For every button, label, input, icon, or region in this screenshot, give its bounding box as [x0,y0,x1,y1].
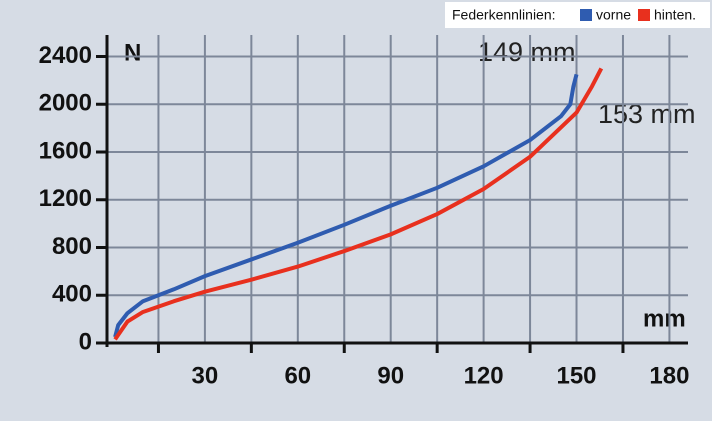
legend-box [445,2,710,28]
y-tick-label: 2400 [39,42,92,69]
legend-label: hinten. [654,7,696,23]
x-tick-label: 60 [284,362,311,389]
legend-swatch [580,9,592,21]
y-unit: N [124,39,141,66]
y-tick-label: 0 [79,328,92,355]
annotation: 149 mm [478,37,576,67]
x-tick-label: 120 [464,362,504,389]
x-tick-label: 30 [192,362,219,389]
x-tick-label: 180 [649,362,689,389]
legend-swatch [638,9,650,21]
x-tick-label: 150 [556,362,596,389]
y-tick-label: 2000 [39,90,92,117]
legend-title: Federkennlinien: [452,7,556,23]
x-unit: mm [643,305,686,332]
y-tick-label: 1200 [39,185,92,212]
y-tick-label: 400 [52,281,92,308]
data-line [113,73,579,338]
x-tick-label: 90 [377,362,404,389]
legend-label: vorne [596,7,631,23]
y-tick-label: 800 [52,233,92,260]
data-line [113,67,604,341]
y-tick-label: 1600 [39,137,92,164]
